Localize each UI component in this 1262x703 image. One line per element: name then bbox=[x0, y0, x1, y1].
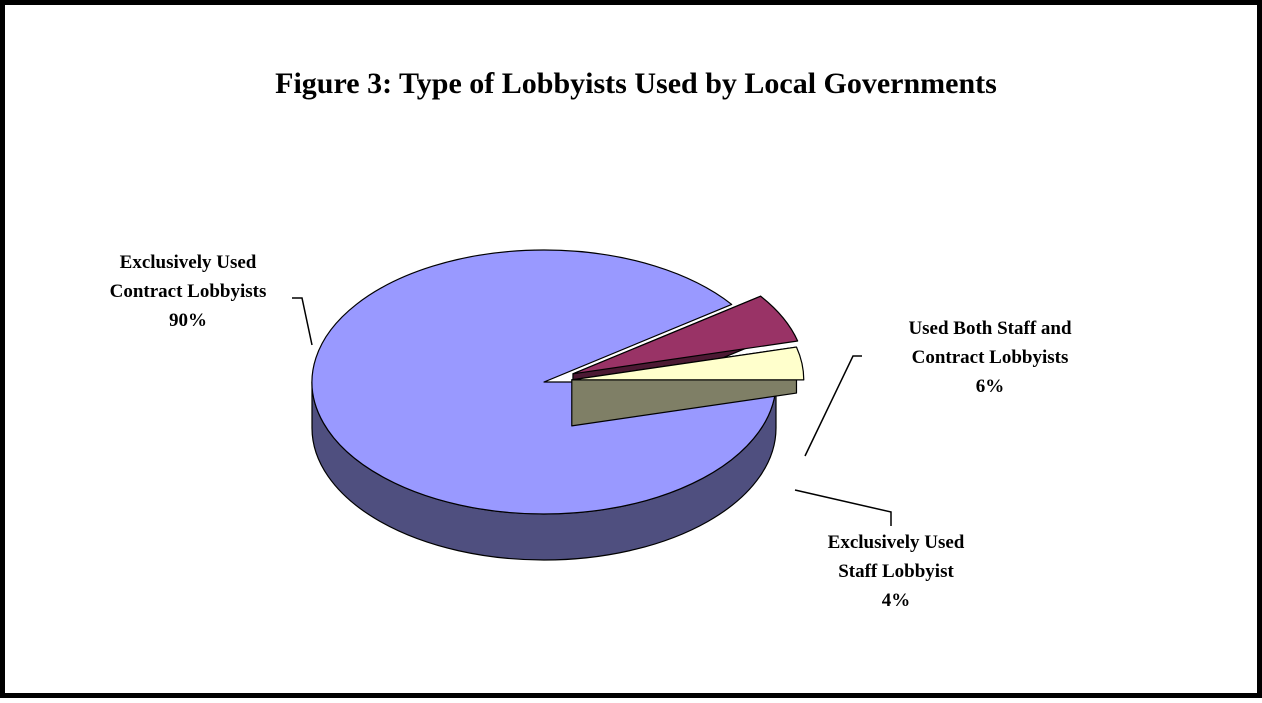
slice-label-exclusively-used-contract-lobbyists: Exclusively Used bbox=[120, 252, 257, 273]
pie-slice-exclusively-used-staff-lobbyist bbox=[571, 346, 805, 427]
slice-top-exclusively-used-contract-lobbyists bbox=[311, 249, 777, 515]
slice-label-used-both-staff-and-contract-lobbyists: Contract Lobbyists bbox=[912, 347, 1069, 368]
slice-percent-exclusively-used-contract-lobbyists: 90% bbox=[169, 310, 207, 331]
pie-chart: Figure 3: Type of Lobbyists Used by Loca… bbox=[110, 67, 1072, 611]
slice-label-exclusively-used-contract-lobbyists: Contract Lobbyists bbox=[110, 281, 267, 302]
slice-percent-exclusively-used-staff-lobbyist: 4% bbox=[882, 590, 911, 611]
leader-line-exclusively-used-contract-lobbyists bbox=[292, 297, 313, 346]
leader-line-exclusively-used-staff-lobbyist bbox=[794, 489, 892, 526]
chart-title: Figure 3: Type of Lobbyists Used by Loca… bbox=[275, 67, 997, 100]
pie-layer bbox=[311, 249, 805, 561]
pie-slice-exclusively-used-contract-lobbyists bbox=[311, 249, 777, 561]
slice-label-used-both-staff-and-contract-lobbyists: Used Both Staff and bbox=[908, 318, 1072, 339]
slice-top-exclusively-used-staff-lobbyist bbox=[571, 346, 805, 381]
slice-label-exclusively-used-staff-lobbyist: Exclusively Used bbox=[828, 532, 965, 553]
leader-line-used-both-staff-and-contract-lobbyists bbox=[804, 355, 862, 457]
slice-top-used-both-staff-and-contract-lobbyists bbox=[572, 295, 799, 375]
leader-lines bbox=[292, 297, 892, 526]
slice-labels: Exclusively Used Contract Lobbyists 90% Use… bbox=[110, 252, 1072, 611]
slice-label-exclusively-used-staff-lobbyist: Staff Lobbyist bbox=[838, 561, 954, 582]
slice-percent-used-both-staff-and-contract-lobbyists: 6% bbox=[976, 376, 1005, 397]
